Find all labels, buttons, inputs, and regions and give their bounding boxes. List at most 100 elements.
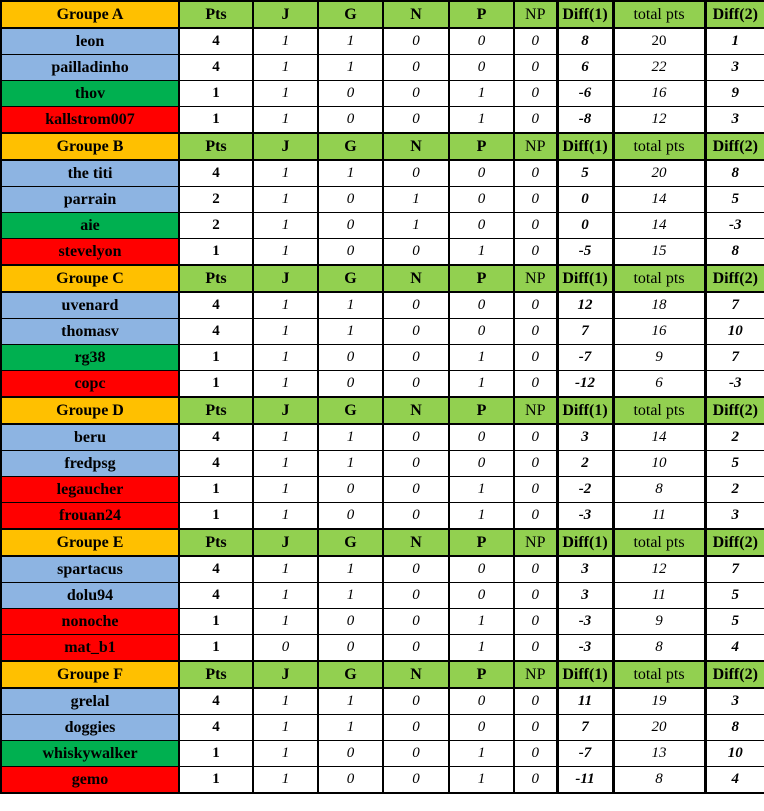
player-name-cell: grelal: [0, 687, 180, 715]
stat-cell: 3: [555, 555, 615, 583]
stat-cell: 0: [513, 608, 558, 635]
stat-cell: 1: [317, 555, 384, 583]
stat-cell: 0: [382, 714, 450, 741]
stat-cell: 4: [178, 318, 254, 345]
stat-cell: 0: [513, 27, 558, 55]
stat-cell: 0: [382, 54, 450, 81]
group-name-cell: Groupe C: [0, 264, 180, 293]
column-header-cell: N: [382, 132, 450, 161]
stat-cell: 0: [382, 291, 450, 319]
player-row: stevelyon 1 1 0 0 1 0 -5 15 8: [0, 238, 764, 266]
stat-cell: 1: [178, 766, 254, 794]
stat-cell: 0: [448, 555, 515, 583]
stat-cell: 0: [513, 318, 558, 345]
stat-cell: -12: [555, 370, 615, 398]
column-header-cell: Diff(1): [555, 660, 615, 689]
stat-cell: 0: [252, 634, 319, 662]
column-header-cell: Pts: [178, 0, 254, 29]
column-header-cell: total pts: [612, 0, 706, 29]
column-header-cell: N: [382, 660, 450, 689]
player-name-cell: frouan24: [0, 502, 180, 530]
stat-cell: 0: [382, 238, 450, 266]
stat-cell: 3: [703, 687, 764, 715]
stat-cell: -2: [555, 476, 615, 503]
player-row: thomasv 4 1 1 0 0 0 7 16 10: [0, 318, 764, 345]
stat-cell: 2: [555, 450, 615, 477]
stat-cell: 0: [513, 687, 558, 715]
stat-cell: 0: [317, 502, 384, 530]
stat-cell: 8: [703, 714, 764, 741]
column-header-cell: Pts: [178, 264, 254, 293]
stat-cell: 1: [178, 106, 254, 134]
player-row: the titi 4 1 1 0 0 0 5 20 8: [0, 159, 764, 187]
column-header-cell: G: [317, 0, 384, 29]
stat-cell: 20: [612, 714, 706, 741]
stat-cell: -3: [555, 634, 615, 662]
player-row: aie 2 1 0 1 0 0 0 14 -3: [0, 212, 764, 239]
stat-cell: 4: [178, 582, 254, 609]
stat-cell: 11: [612, 502, 706, 530]
stat-cell: -3: [703, 370, 764, 398]
group-name-cell: Groupe B: [0, 132, 180, 161]
stat-cell: 1: [317, 687, 384, 715]
stat-cell: 0: [513, 212, 558, 239]
stat-cell: 3: [703, 502, 764, 530]
group-header-row: Groupe D Pts J G N P NP Diff(1) total pts Diff(2): [0, 396, 764, 425]
stat-cell: 1: [252, 740, 319, 767]
stat-cell: 0: [513, 106, 558, 134]
stat-cell: 0: [448, 159, 515, 187]
stat-cell: 10: [703, 740, 764, 767]
player-name-cell: nonoche: [0, 608, 180, 635]
stat-cell: 0: [317, 476, 384, 503]
standings-table-body: Groupe A Pts J G N P NP Diff(1) total pts Diff(2)…: [0, 0, 764, 794]
stat-cell: 14: [612, 186, 706, 213]
stat-cell: 1: [252, 291, 319, 319]
column-header-cell: J: [252, 132, 319, 161]
player-row: pailladinho 4 1 1 0 0 0 6 22 3: [0, 54, 764, 81]
stat-cell: 1: [382, 212, 450, 239]
column-header-cell: J: [252, 264, 319, 293]
stat-cell: 8: [703, 238, 764, 266]
stat-cell: 4: [178, 687, 254, 715]
stat-cell: 1: [448, 106, 515, 134]
player-row: parrain 2 1 0 1 0 0 0 14 5: [0, 186, 764, 213]
stat-cell: 7: [703, 291, 764, 319]
stat-cell: 4: [178, 714, 254, 741]
column-header-cell: Diff(2): [703, 396, 764, 425]
player-row: gemo 1 1 0 0 1 0 -11 8 4: [0, 766, 764, 794]
stat-cell: 0: [317, 186, 384, 213]
stat-cell: 1: [317, 54, 384, 81]
stat-cell: 0: [513, 291, 558, 319]
stat-cell: 1: [178, 80, 254, 107]
stat-cell: 0: [513, 555, 558, 583]
stat-cell: -3: [555, 608, 615, 635]
player-row: frouan24 1 1 0 0 1 0 -3 11 3: [0, 502, 764, 530]
stat-cell: 0: [382, 80, 450, 107]
stat-cell: 6: [555, 54, 615, 81]
stat-cell: 2: [178, 186, 254, 213]
stat-cell: 1: [252, 238, 319, 266]
stat-cell: 7: [703, 555, 764, 583]
stat-cell: 1: [448, 502, 515, 530]
column-header-cell: Diff(1): [555, 528, 615, 557]
stat-cell: 1: [252, 450, 319, 477]
stat-cell: 0: [513, 450, 558, 477]
stat-cell: 3: [703, 106, 764, 134]
player-name-cell: stevelyon: [0, 238, 180, 266]
player-name-cell: spartacus: [0, 555, 180, 583]
stat-cell: 0: [555, 212, 615, 239]
column-header-cell: NP: [513, 528, 558, 557]
column-header-cell: Pts: [178, 132, 254, 161]
player-row: fredpsg 4 1 1 0 0 0 2 10 5: [0, 450, 764, 477]
stat-cell: 0: [382, 740, 450, 767]
column-header-cell: total pts: [612, 396, 706, 425]
stat-cell: 0: [513, 582, 558, 609]
column-header-cell: J: [252, 660, 319, 689]
stat-cell: 3: [555, 582, 615, 609]
column-header-cell: Diff(1): [555, 0, 615, 29]
stat-cell: 9: [703, 80, 764, 107]
stat-cell: 0: [513, 740, 558, 767]
stat-cell: 6: [612, 370, 706, 398]
stat-cell: 1: [317, 291, 384, 319]
stat-cell: 4: [703, 766, 764, 794]
